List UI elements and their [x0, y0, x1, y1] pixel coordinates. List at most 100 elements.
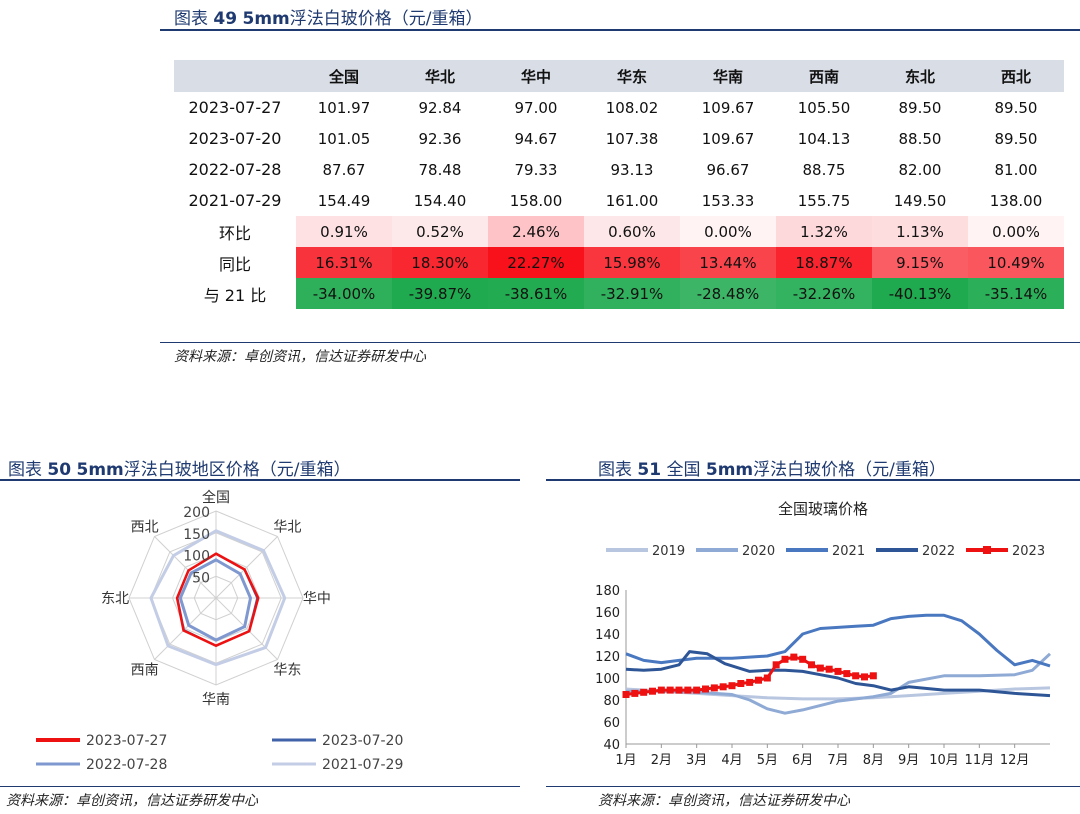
figure50-bottom-rule [0, 786, 520, 787]
radar-spoke [154, 536, 217, 599]
x-tick-label: 7月 [827, 753, 848, 768]
price-table-header: 全国 华北 华中 华东 华南 西南 东北 西北 [174, 60, 1064, 92]
price-cell: 88.50 [898, 129, 942, 148]
legend-label: 2023 [1012, 544, 1045, 559]
x-tick-label: 9月 [898, 753, 919, 768]
series-point-2023 [763, 674, 771, 682]
series-point-2023 [649, 687, 656, 695]
ratio-label: 环比 [218, 223, 251, 243]
ratio-cell: 9.15% [872, 247, 968, 278]
price-cell: 101.05 [317, 129, 371, 148]
table-row: 2022-07-28 87.67 78.48 79.33 93.13 96.67 88.75… [174, 154, 1064, 185]
series-point-2023 [772, 661, 780, 669]
price-cell: 161.00 [605, 191, 659, 210]
radar-tick-label: 50 [192, 570, 210, 586]
x-tick-label: 11月 [965, 753, 995, 768]
series-point-2023 [790, 653, 798, 661]
figure50-source: 资料来源：卓创资讯，信达证券研发中心 [6, 793, 258, 809]
series-point-2023 [675, 686, 683, 694]
y-tick-label: 40 [603, 738, 620, 753]
line-chart: 全国玻璃价格 2019 2020 2021 2022 2023 40 60 80 100 120 14… [595, 500, 1052, 768]
corner-cell [174, 60, 296, 92]
radar-tick-label: 100 [183, 549, 210, 565]
price-cell: 78.48 [418, 160, 462, 179]
x-tick-label: 5月 [757, 753, 778, 768]
series-point-2023 [728, 682, 736, 690]
radar-spoke [215, 536, 278, 599]
legend-label: 2023-07-20 [322, 733, 403, 749]
series-point-2023 [693, 686, 701, 694]
price-cell: 104.13 [797, 129, 851, 148]
ratio-label: 与 21 比 [203, 285, 267, 305]
series-point-2023 [781, 655, 789, 663]
y-tick-label: 140 [595, 628, 620, 643]
series-point-2023 [843, 670, 851, 678]
radar-axis-label: 华中 [303, 591, 331, 607]
legend-label: 2020 [742, 544, 775, 559]
price-cell: 92.84 [418, 98, 462, 117]
series-point-2023 [755, 676, 762, 684]
price-cell: 81.00 [994, 160, 1038, 179]
figure49-title: 图表 49 5mm浮法白玻价格（元/重箱） [174, 9, 483, 29]
ratio-cell: -32.26% [776, 278, 872, 309]
ratio-cell: -32.91% [584, 278, 680, 309]
ratio-cell: 18.87% [776, 247, 872, 278]
y-tick-label: 120 [595, 650, 620, 665]
column-header: 西北 [968, 60, 1064, 92]
series-point-2023 [640, 688, 648, 696]
x-tick-label: 6月 [792, 753, 813, 768]
ratio-row: 与 21 比 -34.00% -39.87% -38.61% -32.91% -28.48… [174, 278, 1064, 309]
table-row: 2023-07-20 101.05 92.36 94.67 107.38 109.67 10… [174, 123, 1064, 154]
row-label: 2023-07-20 [188, 129, 282, 148]
x-tick-label: 10月 [929, 753, 959, 768]
legend-marker [983, 546, 991, 554]
series-point-2023 [710, 684, 718, 692]
radar-tick-label: 150 [183, 527, 210, 543]
figure51-bottom-rule [546, 786, 1080, 787]
series-point-2023 [666, 686, 674, 694]
column-header: 全国 [296, 60, 392, 92]
figure49-bottom-rule [160, 342, 1080, 343]
figure51-top-rule [546, 479, 1080, 481]
price-table: 全国 华北 华中 华东 华南 西南 东北 西北 2023-07-27 101.97 92.84 97… [174, 60, 1064, 309]
column-header: 华中 [488, 60, 584, 92]
radar-series-2023-07-27 [175, 552, 260, 648]
row-label: 2022-07-28 [188, 160, 282, 179]
radar-axis-label: 全国 [202, 489, 230, 506]
row-label: 2023-07-27 [188, 98, 282, 117]
price-cell: 97.00 [514, 98, 558, 117]
series-point-2023 [816, 664, 824, 672]
column-header: 华东 [584, 60, 680, 92]
price-cell: 79.33 [514, 160, 558, 179]
ratio-cell: 0.60% [584, 216, 680, 247]
price-cell: 154.49 [317, 191, 371, 210]
price-cell: 155.75 [797, 191, 851, 210]
ratio-cell: 18.30% [392, 247, 488, 278]
price-cell: 109.67 [701, 129, 755, 148]
row-label: 2021-07-29 [188, 191, 282, 210]
series-point-2023 [719, 683, 727, 691]
radar-spoke [215, 597, 278, 660]
column-header: 西南 [776, 60, 872, 92]
price-cell: 96.67 [706, 160, 750, 179]
radar-axis-label: 东北 [101, 591, 129, 607]
y-tick-label: 100 [595, 672, 620, 687]
price-cell: 89.50 [994, 129, 1038, 148]
ratio-cell: 10.49% [968, 247, 1064, 278]
ratio-cell: -40.13% [872, 278, 968, 309]
ratio-row: 同比 16.31% 18.30% 22.27% 15.98% 13.44% 18.87% 9.… [174, 247, 1064, 278]
price-cell: 158.00 [509, 191, 563, 210]
ratio-cell: -38.61% [488, 278, 584, 309]
y-tick-label: 60 [603, 716, 620, 731]
price-cell: 149.50 [893, 191, 947, 210]
series-point-2023 [834, 667, 842, 675]
ratio-cell: 1.13% [872, 216, 968, 247]
series-point-2023 [825, 665, 833, 673]
x-tick-label: 8月 [863, 753, 884, 768]
series-point-2023 [702, 685, 709, 693]
ratio-cell: 1.32% [776, 216, 872, 247]
series-point-2023 [808, 661, 815, 669]
radar-series-2021-07-29 [149, 529, 287, 667]
radar-axis-label: 华东 [273, 662, 301, 678]
